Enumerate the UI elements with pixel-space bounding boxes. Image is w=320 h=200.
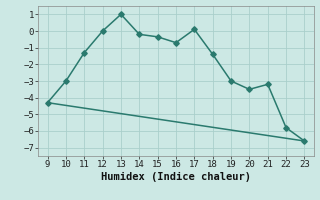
X-axis label: Humidex (Indice chaleur): Humidex (Indice chaleur) [101, 172, 251, 182]
